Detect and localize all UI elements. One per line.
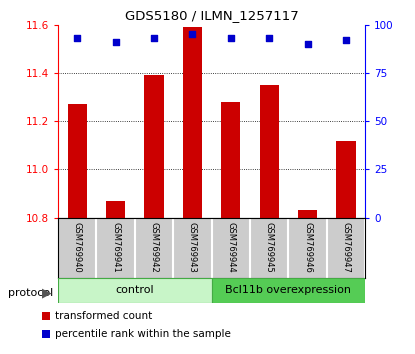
Bar — [221, 102, 240, 218]
Bar — [144, 75, 164, 218]
Point — [151, 35, 157, 41]
Text: protocol: protocol — [8, 288, 54, 298]
Text: GSM769945: GSM769945 — [265, 222, 274, 273]
Point — [266, 35, 273, 41]
Text: GSM769940: GSM769940 — [73, 222, 82, 273]
Bar — [58, 278, 212, 303]
Text: GSM769946: GSM769946 — [303, 222, 312, 273]
Bar — [212, 278, 365, 303]
Point — [112, 39, 119, 45]
Text: transformed count: transformed count — [55, 311, 152, 321]
Bar — [106, 201, 125, 218]
Bar — [337, 141, 356, 218]
Text: ▶: ▶ — [42, 287, 52, 299]
Text: GSM769942: GSM769942 — [149, 222, 159, 273]
Point — [227, 35, 234, 41]
Text: GSM769947: GSM769947 — [342, 222, 351, 273]
Text: GSM769943: GSM769943 — [188, 222, 197, 273]
Text: Bcl11b overexpression: Bcl11b overexpression — [225, 285, 352, 295]
Bar — [260, 85, 279, 218]
Title: GDS5180 / ILMN_1257117: GDS5180 / ILMN_1257117 — [125, 9, 298, 22]
Point — [304, 41, 311, 47]
Text: GSM769944: GSM769944 — [226, 222, 235, 273]
Point — [189, 32, 196, 37]
Bar — [183, 27, 202, 218]
Text: percentile rank within the sample: percentile rank within the sample — [55, 329, 231, 339]
Text: GSM769941: GSM769941 — [111, 222, 120, 273]
Text: control: control — [115, 285, 154, 295]
Bar — [298, 211, 317, 218]
Point — [343, 38, 349, 43]
Point — [74, 35, 81, 41]
Bar — [68, 104, 87, 218]
